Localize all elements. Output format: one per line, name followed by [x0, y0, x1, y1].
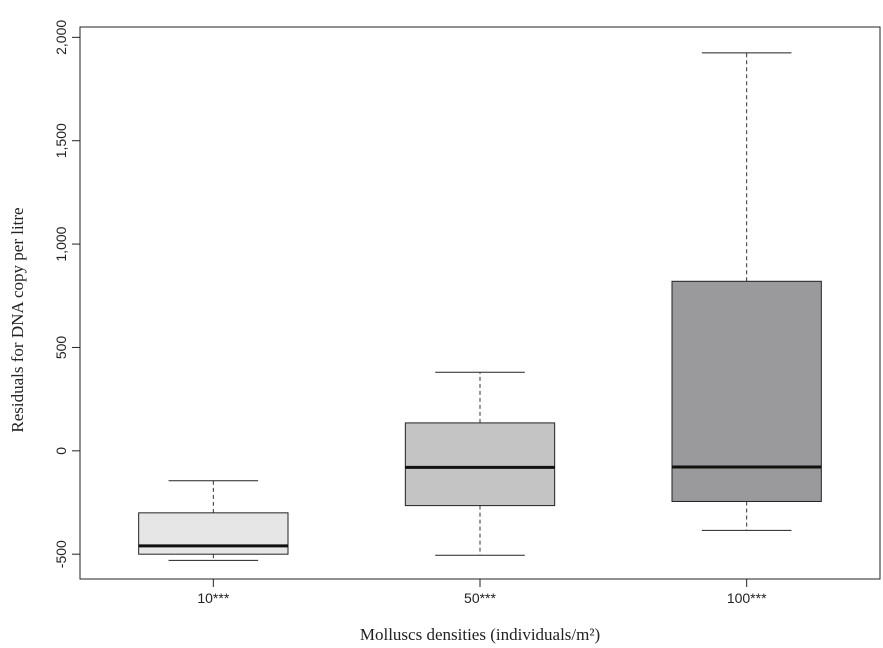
x-tick-label: 10***: [197, 590, 229, 606]
y-tick-label: -500: [53, 540, 69, 568]
iqr-box: [404, 422, 556, 507]
y-axis-title: Residuals for DNA copy per litre: [8, 207, 27, 432]
y-tick-label: 1,500: [53, 123, 69, 158]
x-axis: 10*** 50*** 100***: [197, 579, 767, 606]
x-tick-label: 100***: [727, 590, 767, 606]
y-tick-label: 1,000: [53, 226, 69, 261]
x-tick-label: 50***: [464, 590, 496, 606]
box-100***: [671, 52, 822, 531]
y-axis: -500 0 500 1,000 1,500 2,000: [53, 20, 80, 568]
y-tick-label: 500: [53, 336, 69, 360]
iqr-box: [671, 280, 822, 502]
y-tick-label: 2,000: [53, 20, 69, 55]
box-10***: [138, 480, 289, 561]
x-axis-title: Molluscs densities (individuals/m²): [360, 625, 600, 644]
box-50***: [404, 371, 556, 556]
boxes: [138, 52, 822, 561]
iqr-box: [138, 512, 289, 555]
y-tick-label: 0: [53, 447, 69, 455]
